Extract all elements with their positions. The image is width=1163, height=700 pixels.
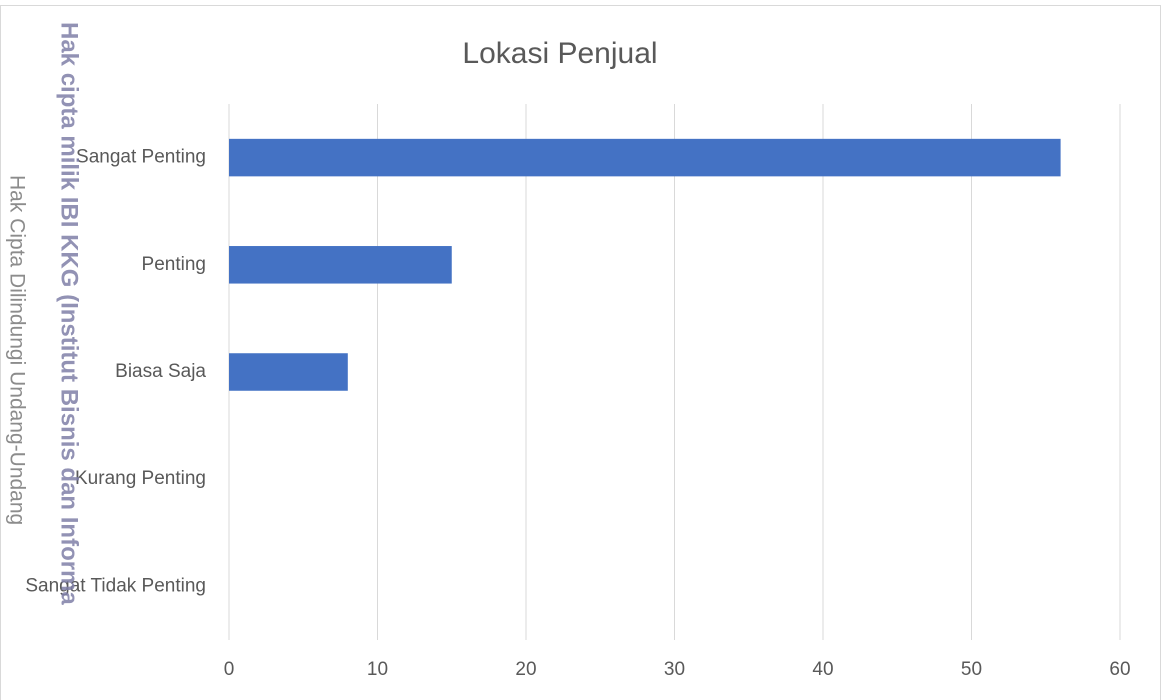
x-tick-label: 10	[367, 659, 388, 680]
watermark: Hak Cipta Dilindungi Undang-Undang	[5, 175, 28, 525]
x-tick-label: 30	[664, 659, 685, 680]
x-tick-label: 50	[961, 659, 982, 680]
chart-frame	[0, 5, 1161, 700]
x-tick-label: 40	[812, 659, 833, 680]
chart-title: Lokasi Penjual	[462, 37, 657, 70]
y-tick-label: Kurang Penting	[75, 468, 206, 489]
bar	[229, 353, 348, 391]
x-tick-label: 0	[224, 659, 235, 680]
x-tick-label: 60	[1109, 659, 1130, 680]
y-tick-label: Penting	[142, 254, 206, 275]
bar	[229, 246, 452, 284]
y-tick-label: Sangat Penting	[76, 147, 206, 168]
y-tick-label: Sangat Tidak Penting	[25, 575, 206, 596]
watermark: Hak cipta milik IBI KKG (Institut Bisnis…	[56, 22, 83, 605]
y-tick-label: Biasa Saja	[115, 361, 206, 382]
x-tick-label: 20	[515, 659, 536, 680]
bar	[229, 138, 1061, 177]
